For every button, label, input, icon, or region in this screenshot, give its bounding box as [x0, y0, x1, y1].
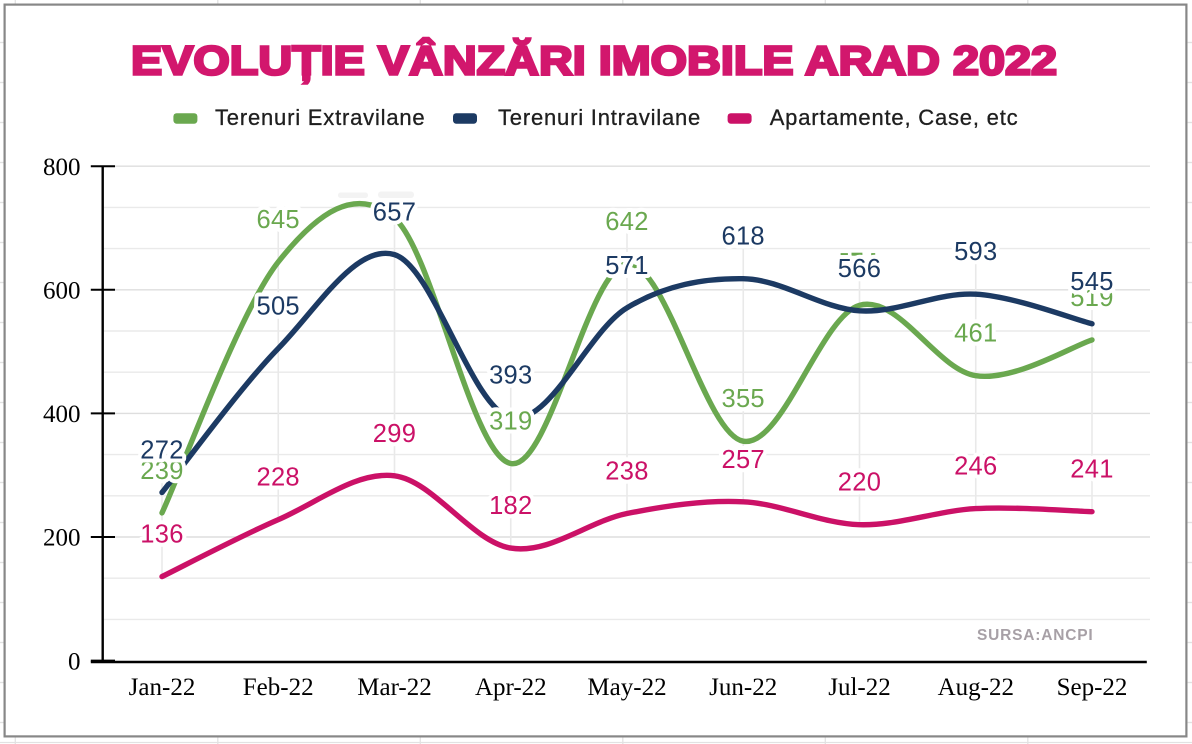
svg-text:220: 220: [838, 469, 881, 497]
svg-text:228: 228: [256, 464, 299, 492]
svg-text:519: 519: [1070, 284, 1113, 312]
svg-text:Terenuri Extravilane: Terenuri Extravilane: [215, 105, 425, 130]
svg-text:Apr-22: Apr-22: [475, 674, 547, 701]
svg-text:545: 545: [1070, 268, 1113, 296]
svg-text:200: 200: [43, 525, 81, 552]
svg-text:0: 0: [68, 648, 81, 675]
svg-text:566: 566: [838, 255, 881, 283]
svg-text:272: 272: [140, 437, 183, 465]
svg-text:Terenuri Intravilane: Terenuri Intravilane: [498, 105, 701, 130]
svg-text:Apartamente, Case, etc: Apartamente, Case, etc: [770, 105, 1019, 130]
svg-text:618: 618: [721, 223, 764, 251]
svg-text:182: 182: [489, 492, 532, 520]
svg-text:393: 393: [489, 362, 532, 390]
svg-text:600: 600: [43, 278, 81, 305]
svg-text:461: 461: [954, 320, 997, 348]
svg-text:Sep-22: Sep-22: [1057, 674, 1128, 701]
svg-text:299: 299: [373, 420, 416, 448]
svg-text:Jan-22: Jan-22: [129, 674, 196, 701]
svg-text:SURSA:ANCPI: SURSA:ANCPI: [977, 627, 1093, 644]
svg-text:239: 239: [140, 457, 183, 485]
svg-text:257: 257: [721, 446, 764, 474]
svg-text:May-22: May-22: [587, 674, 666, 701]
svg-text:Mar-22: Mar-22: [357, 674, 431, 701]
svg-text:136: 136: [140, 521, 183, 549]
svg-text:246: 246: [954, 453, 997, 481]
svg-text:Feb-22: Feb-22: [243, 674, 314, 701]
svg-text:400: 400: [43, 401, 81, 428]
svg-text:800: 800: [43, 154, 81, 181]
svg-text:355: 355: [721, 385, 764, 413]
svg-text:645: 645: [256, 206, 299, 234]
svg-text:238: 238: [605, 458, 648, 486]
svg-text:Jun-22: Jun-22: [709, 674, 777, 701]
svg-text:657: 657: [373, 199, 416, 227]
svg-text:593: 593: [954, 238, 997, 266]
svg-text:642: 642: [605, 208, 648, 236]
svg-text:Jul-22: Jul-22: [828, 674, 891, 701]
svg-text:241: 241: [1070, 456, 1113, 484]
svg-text:Aug-22: Aug-22: [938, 674, 1014, 701]
svg-text:319: 319: [489, 408, 532, 436]
svg-text:EVOLUȚIE VÂNZĂRI IMOBILE ARAD: EVOLUȚIE VÂNZĂRI IMOBILE ARAD 2022: [131, 38, 1057, 84]
svg-text:571: 571: [605, 252, 648, 280]
svg-text:505: 505: [256, 293, 299, 321]
